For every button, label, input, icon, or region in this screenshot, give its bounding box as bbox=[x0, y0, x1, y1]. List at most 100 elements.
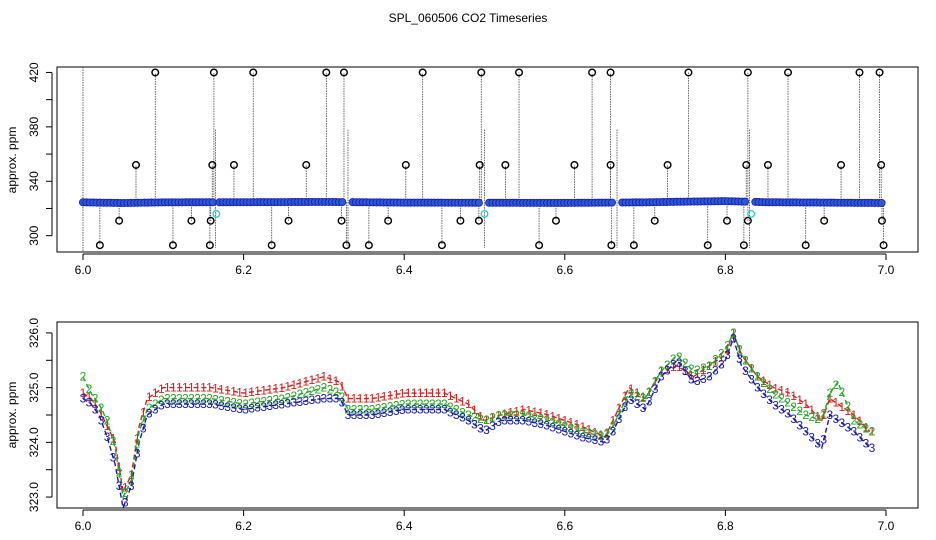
outlier-point bbox=[763, 160, 772, 169]
bottom-y-axis: 323.0 324.0 325.0 326.0 bbox=[27, 318, 53, 512]
series-glyph-2: 2 bbox=[863, 422, 870, 436]
series-glyph-2: 2 bbox=[519, 408, 526, 422]
series-glyph-3: 3 bbox=[869, 441, 876, 455]
series-glyph-3: 3 bbox=[465, 413, 472, 427]
series-glyph-1: 1 bbox=[820, 408, 827, 422]
series-glyph-2: 2 bbox=[242, 397, 249, 411]
series-glyph-3: 3 bbox=[128, 479, 135, 493]
baseline-point bbox=[208, 198, 217, 207]
series-glyph-2: 2 bbox=[321, 381, 328, 395]
series-glyph-1: 1 bbox=[869, 424, 876, 438]
series-glyph-1: 1 bbox=[628, 382, 635, 396]
outlier-point bbox=[284, 216, 293, 225]
outlier-point bbox=[837, 160, 846, 169]
outlier-point bbox=[606, 68, 615, 77]
series-glyph-2: 2 bbox=[670, 352, 677, 366]
series-glyph-2: 2 bbox=[140, 413, 147, 427]
series-glyph-1: 1 bbox=[381, 390, 388, 404]
series-glyph-3: 3 bbox=[200, 397, 207, 411]
outlier-point bbox=[95, 241, 104, 250]
series-glyph-1: 1 bbox=[555, 411, 562, 425]
series-glyph-2: 2 bbox=[628, 387, 635, 401]
series-glyph-3: 3 bbox=[309, 393, 316, 407]
series-glyph-2: 2 bbox=[694, 363, 701, 377]
series-glyph-1: 1 bbox=[616, 401, 623, 415]
series-glyph-3: 3 bbox=[170, 397, 177, 411]
series-glyph-3: 3 bbox=[857, 431, 864, 445]
bottom-y-axis-label: approx. ppm bbox=[5, 382, 19, 449]
series-glyph-2: 2 bbox=[790, 400, 797, 414]
series-glyph-1: 1 bbox=[272, 382, 279, 396]
series-glyph-1: 1 bbox=[393, 387, 400, 401]
series-glyph-1: 1 bbox=[140, 405, 147, 419]
outlier-point bbox=[606, 160, 615, 169]
top-x-tick-label: 6.8 bbox=[717, 263, 734, 277]
series-glyph-2: 2 bbox=[772, 387, 779, 401]
series-glyph-2: 2 bbox=[110, 434, 117, 448]
series-glyph-1: 1 bbox=[122, 480, 129, 494]
cyan-point bbox=[480, 209, 489, 218]
bottom-x-tick-label: 6.2 bbox=[235, 519, 252, 533]
series-glyph-3: 3 bbox=[513, 413, 520, 427]
series-glyph-2: 2 bbox=[146, 401, 153, 415]
outlier-point bbox=[703, 241, 712, 250]
series-glyph-3: 3 bbox=[146, 407, 153, 421]
top-x-tick-label: 6.6 bbox=[556, 263, 573, 277]
top-y-axis-label: approx. ppm bbox=[5, 127, 19, 194]
series-glyph-3: 3 bbox=[375, 407, 382, 421]
series-glyph-2: 2 bbox=[206, 392, 213, 406]
series-glyph-3: 3 bbox=[284, 397, 291, 411]
outlier-point bbox=[535, 241, 544, 250]
series-glyph-1: 1 bbox=[405, 386, 412, 400]
series-glyph-2: 2 bbox=[754, 370, 761, 384]
series-glyph-1: 1 bbox=[417, 386, 424, 400]
series-glyph-2: 2 bbox=[802, 408, 809, 422]
series-glyph-3: 3 bbox=[724, 348, 731, 362]
bottom-x-tick-label: 7.0 bbox=[878, 519, 895, 533]
series-glyph-3: 3 bbox=[676, 356, 683, 370]
series-glyph-3: 3 bbox=[706, 370, 713, 384]
series-glyph-3: 3 bbox=[387, 405, 394, 419]
series-glyph-3: 3 bbox=[507, 413, 514, 427]
series-glyph-2: 2 bbox=[574, 423, 581, 437]
series-glyph-1: 1 bbox=[447, 389, 454, 403]
series-glyph-2: 2 bbox=[784, 396, 791, 410]
series-glyph-1: 1 bbox=[838, 400, 845, 414]
series-glyph-1: 1 bbox=[423, 386, 430, 400]
series-glyph-2: 2 bbox=[531, 410, 538, 424]
series-glyph-3: 3 bbox=[561, 424, 568, 438]
series-glyph-2: 2 bbox=[375, 402, 382, 416]
outlier-point bbox=[739, 241, 748, 250]
series-glyph-2: 2 bbox=[218, 393, 225, 407]
series-glyph-1: 1 bbox=[814, 409, 821, 423]
outlier-point bbox=[477, 68, 486, 77]
series-glyph-3: 3 bbox=[495, 415, 502, 429]
series-glyph-1: 1 bbox=[290, 378, 297, 392]
outlier-point bbox=[855, 68, 864, 77]
series-glyph-3: 3 bbox=[483, 423, 490, 437]
series-glyph-3: 3 bbox=[236, 402, 243, 416]
bottom-y-tick-label: 323.0 bbox=[27, 482, 41, 512]
series-glyph-2: 2 bbox=[851, 413, 858, 427]
series-glyph-3: 3 bbox=[278, 397, 285, 411]
series-glyph-1: 1 bbox=[766, 378, 773, 392]
series-glyph-1: 1 bbox=[658, 364, 665, 378]
outlier-point bbox=[742, 160, 751, 169]
outlier-point bbox=[879, 241, 888, 250]
top-baseline-points bbox=[79, 197, 886, 208]
series-glyph-2: 2 bbox=[567, 421, 574, 435]
series-glyph-3: 3 bbox=[230, 401, 237, 415]
bottom-y-tick-label: 325.0 bbox=[27, 372, 41, 402]
series-glyph-3: 3 bbox=[194, 397, 201, 411]
series-glyph-1: 1 bbox=[610, 413, 617, 427]
series-glyph-2: 2 bbox=[796, 404, 803, 418]
series-glyph-3: 3 bbox=[224, 400, 231, 414]
series-glyph-3: 3 bbox=[459, 411, 466, 425]
series-glyph-3: 3 bbox=[290, 396, 297, 410]
series-glyph-1: 1 bbox=[182, 381, 189, 395]
series-glyph-1: 1 bbox=[357, 392, 364, 406]
series-glyph-2: 2 bbox=[290, 389, 297, 403]
baseline-point bbox=[877, 198, 886, 207]
series-glyph-2: 2 bbox=[513, 408, 520, 422]
top-x-tick-label: 6.4 bbox=[396, 263, 413, 277]
